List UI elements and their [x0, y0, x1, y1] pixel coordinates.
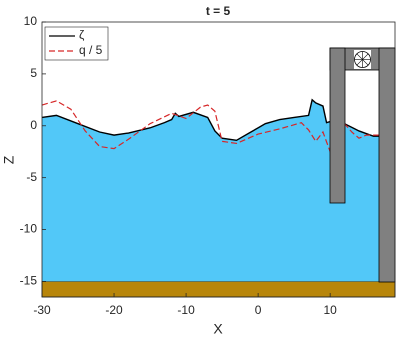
x-axis-label: X: [213, 321, 223, 337]
y-tick-label: -15: [20, 274, 38, 288]
turbine-blade: [356, 53, 369, 66]
legend-label: ζ: [79, 28, 85, 42]
chart-title: t = 5: [206, 4, 231, 18]
structure-back-wall: [378, 47, 396, 283]
y-tick-label: 5: [30, 66, 37, 80]
y-tick-label: 10: [24, 14, 38, 28]
y-tick-label: -5: [26, 170, 37, 184]
x-tick-label: 10: [323, 303, 337, 317]
structure-front-wall: [329, 47, 346, 204]
x-tick-label: -10: [177, 303, 195, 317]
x-tick-label: -30: [33, 303, 51, 317]
y-tick-label: 0: [30, 118, 37, 132]
legend-box: [44, 26, 109, 61]
seabed: [41, 281, 396, 298]
x-tick-label: 0: [255, 303, 262, 317]
y-axis-label: Z: [1, 155, 17, 164]
x-tick-label: -20: [105, 303, 123, 317]
water: [42, 99, 381, 282]
plot-frame: [41, 21, 396, 298]
y-tick-label: -10: [20, 222, 38, 236]
legend-label: q / 5: [79, 43, 103, 57]
owc-structure: [329, 47, 396, 283]
